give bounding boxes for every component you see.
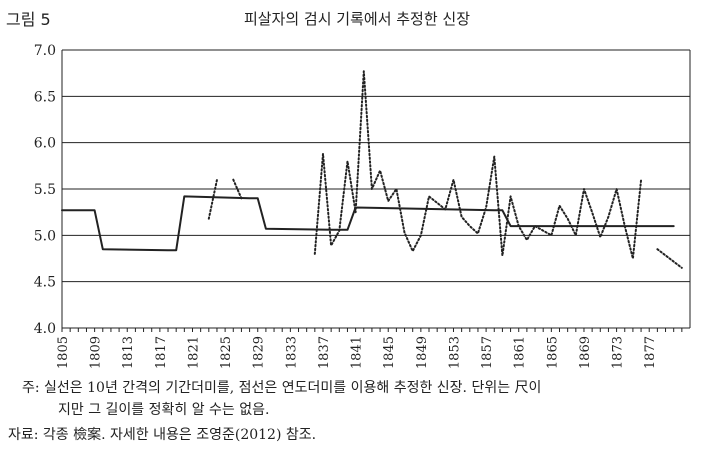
y-tick-label: 6.0: [34, 136, 56, 152]
x-tick-label: 1877: [643, 336, 658, 369]
series-line-dotted: [656, 248, 683, 269]
series-line-dotted: [207, 178, 218, 220]
y-tick-label: 7.0: [34, 43, 56, 59]
chart-title: 피살자의 검시 기록에서 추정한 신장: [243, 10, 471, 28]
y-tick-label: 4.0: [34, 321, 56, 337]
chart-source: 자료: 각종 檢案. 자세한 내용은 조영준(2012) 참조.: [8, 427, 317, 443]
series-line-solid: [61, 195, 675, 252]
x-tick-label: 1869: [578, 336, 593, 369]
chart-note-continued: 지만 그 길이를 정확히 알 수는 없음.: [58, 402, 270, 418]
series-line-dotted: [232, 178, 243, 200]
y-tick-label: 4.5: [34, 275, 56, 291]
y-tick-label: 6.5: [34, 89, 56, 105]
x-tick-label: 1821: [186, 336, 201, 369]
x-tick-label: 1805: [56, 336, 71, 369]
x-tick-label: 1817: [154, 336, 169, 369]
x-tick-label: 1833: [284, 336, 299, 369]
x-tick-label: 1841: [350, 336, 365, 369]
x-tick-label: 1861: [513, 336, 528, 369]
series-line-dotted: [313, 70, 643, 260]
x-tick-label: 1865: [545, 336, 560, 369]
x-tick-label: 1853: [447, 336, 462, 369]
x-tick-label: 1829: [252, 336, 267, 369]
x-tick-label: 1873: [611, 336, 626, 369]
x-tick-label: 1857: [480, 336, 495, 369]
x-tick-label: 1849: [415, 336, 430, 369]
figure-label: 그림 5: [6, 10, 51, 29]
x-tick-label: 1845: [382, 336, 397, 369]
x-tick-label: 1809: [89, 336, 104, 369]
chart-note: 주: 실선은 10년 간격의 기간더미를, 점선은 연도더미를 이용해 추정한 …: [22, 380, 542, 396]
x-tick-label: 1837: [317, 336, 332, 369]
y-tick-label: 5.5: [34, 182, 56, 198]
x-tick-label: 1825: [219, 336, 234, 369]
x-tick-label: 1813: [121, 336, 136, 369]
y-tick-label: 5.0: [34, 228, 56, 244]
